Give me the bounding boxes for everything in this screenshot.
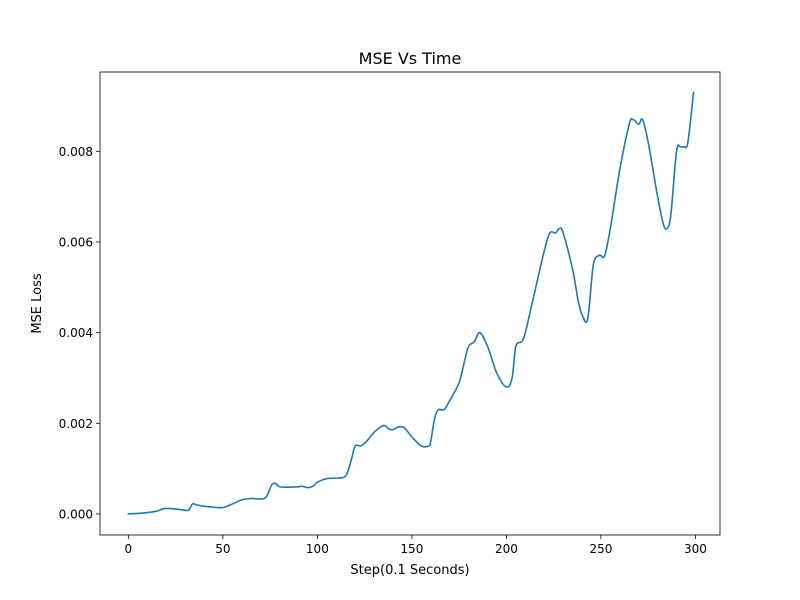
x-tick-label: 150 [400,542,423,556]
y-axis-label: MSE Loss [30,273,45,334]
x-tick-label: 250 [589,542,612,556]
plot-area [100,72,720,535]
plot-frame [99,71,721,536]
y-tick-label: 0.004 [59,326,93,340]
y-tick-label: 0.008 [59,145,93,159]
y-tick-label: 0.000 [59,507,93,521]
x-axis-label: Step(0.1 Seconds) [350,563,469,578]
x-tick-label: 200 [495,542,518,556]
chart-title: MSE Vs Time [359,49,462,68]
x-tick-label: 300 [684,542,707,556]
x-axis-ticks: 0 50 100 150 200 250 300 [125,535,707,556]
x-tick-label: 100 [306,542,329,556]
series-line [127,91,695,515]
y-axis-ticks: 0.000 0.002 0.004 0.006 0.008 [59,145,100,521]
y-tick-label: 0.002 [59,417,93,431]
y-tick-label: 0.006 [59,235,93,249]
x-tick-label: 50 [215,542,230,556]
x-tick-label: 0 [125,542,133,556]
